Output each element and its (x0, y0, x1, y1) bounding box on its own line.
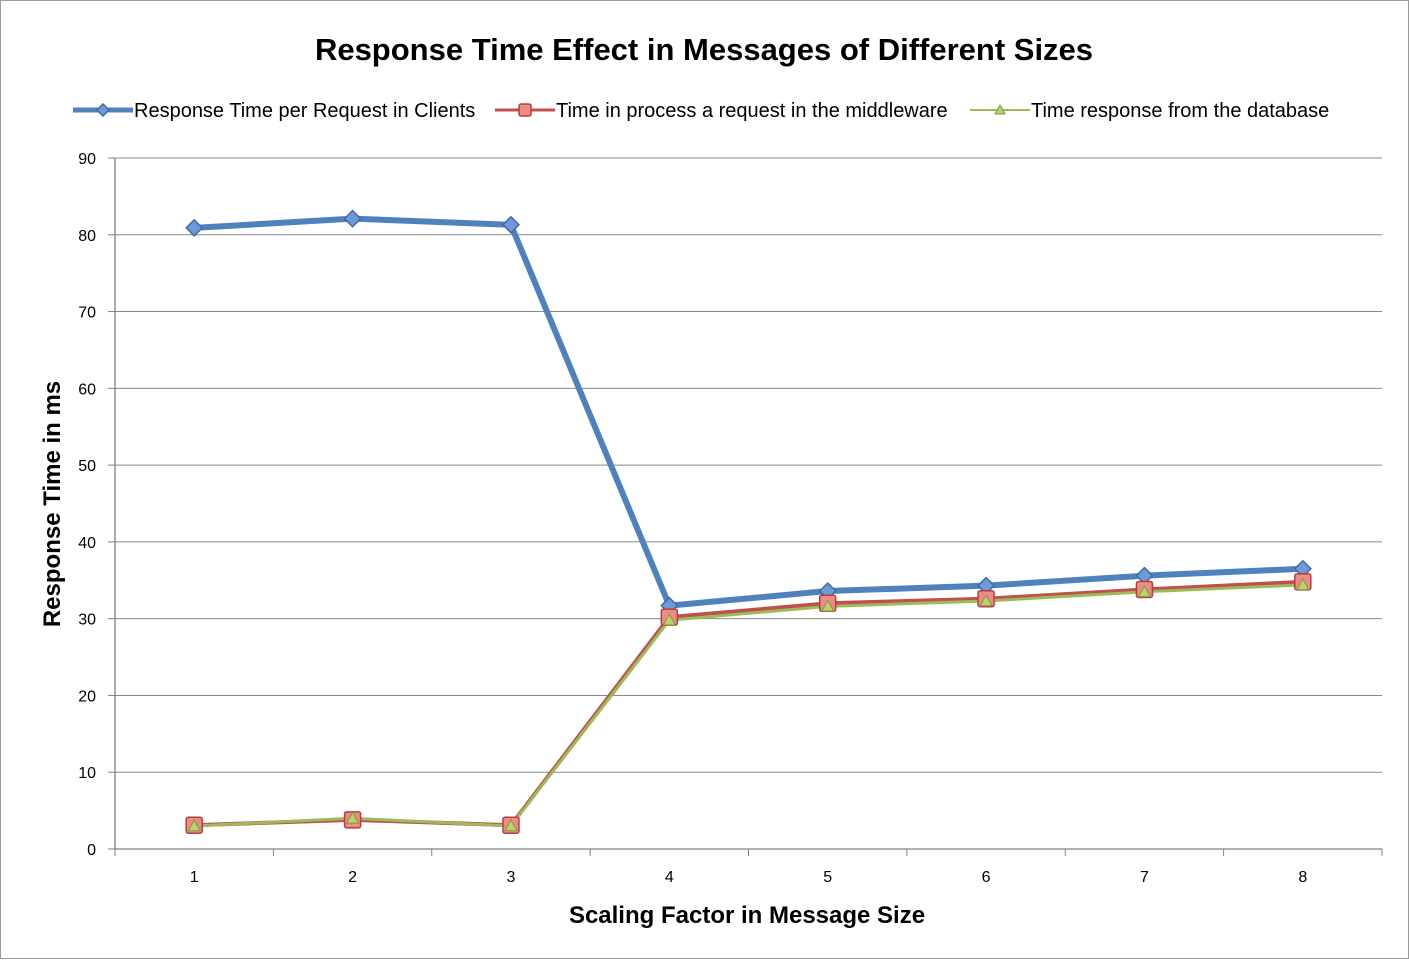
series-line-1 (191, 215, 1306, 609)
gridlines (115, 157, 1382, 773)
x-tick-label: 6 (982, 869, 991, 886)
x-tick-label: 5 (823, 869, 832, 886)
series-group (185, 209, 1312, 834)
axes: 0 10 20 30 40 50 60 70 80 90 1 2 3 4 5 6 7 8 (78, 151, 1383, 886)
data-point-series-3 (1137, 584, 1152, 598)
series-line-3 (192, 583, 1305, 828)
x-tick-label: 3 (506, 869, 515, 886)
legend: Response Time per Request in Clients Time… (73, 100, 1329, 122)
data-point-series-3 (979, 593, 993, 607)
legend-marker-1 (95, 102, 111, 118)
x-tick-label: 8 (1298, 869, 1307, 886)
legend-label-3: Time response from the database (1031, 100, 1329, 122)
y-tick-label: 70 (78, 305, 96, 322)
data-point-series-3 (1295, 577, 1310, 591)
y-tick-label: 80 (78, 228, 96, 245)
y-tick-label: 90 (78, 151, 96, 168)
y-tick-label: 60 (78, 381, 96, 398)
x-axis-title: Scaling Factor in Message Size (569, 902, 925, 929)
chart-title: Response Time Effect in Messages of Diff… (315, 32, 1093, 67)
data-point-series-1 (185, 218, 204, 237)
x-tick-label: 7 (1140, 869, 1149, 886)
y-tick-label: 0 (87, 842, 96, 859)
data-point-series-3 (820, 599, 835, 612)
legend-label-2: Time in process a request in the middlew… (556, 100, 948, 122)
y-tick-label: 50 (78, 458, 96, 475)
data-point-series-3 (187, 818, 202, 832)
legend-marker-3 (994, 103, 1006, 115)
legend-marker-2 (518, 103, 532, 117)
x-tick-label: 2 (348, 869, 357, 886)
data-point-series-1 (501, 215, 520, 234)
y-tick-label: 10 (78, 765, 96, 782)
x-tick-label: 1 (190, 869, 199, 886)
y-axis-title: Response Time in ms (39, 381, 66, 627)
data-point-series-3 (504, 818, 518, 832)
data-point-series-3 (662, 613, 677, 626)
y-tick-label: 20 (78, 688, 96, 705)
data-point-series-1 (343, 209, 362, 228)
y-tick-label: 30 (78, 612, 96, 629)
legend-label-1: Response Time per Request in Clients (134, 100, 475, 122)
x-tick-label: 4 (665, 869, 674, 886)
y-tick-label: 40 (78, 535, 96, 552)
data-point-series-3 (345, 811, 360, 824)
